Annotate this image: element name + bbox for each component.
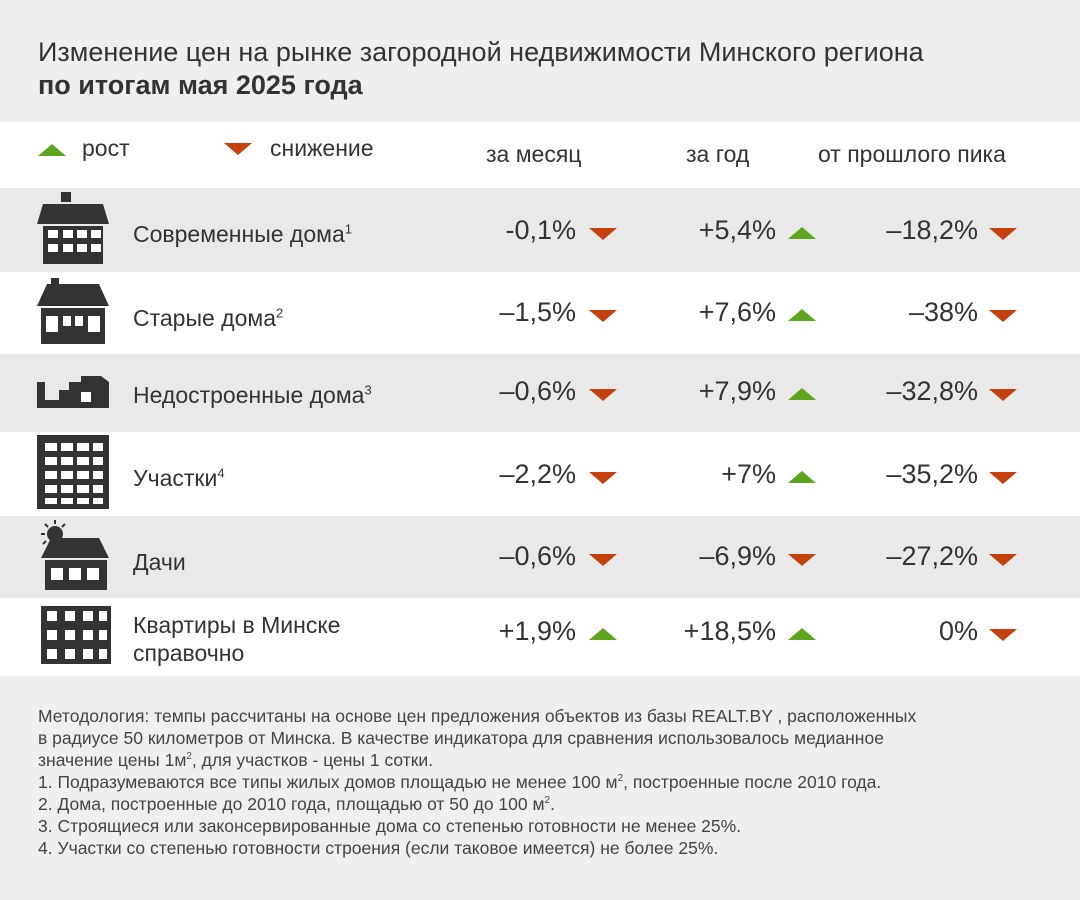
title: Изменение цен на рынке загородной недвиж…: [38, 36, 924, 102]
value-month: +1,9%: [498, 616, 576, 646]
table-header: [0, 122, 1080, 188]
arrow-down-icon: [989, 472, 1017, 484]
apartment-building-icon: [41, 606, 111, 664]
unfinished-house-icon: [37, 376, 109, 408]
row-label: Старые дома2: [133, 305, 284, 331]
arrow-down-icon: [989, 389, 1017, 401]
methodology-line-1: Методология: темпы рассчитаны на основе …: [38, 706, 917, 726]
column-month: за месяц: [486, 141, 582, 167]
title-line-1: Изменение цен на рынке загородной недвиж…: [38, 37, 924, 67]
legend-down-label: снижение: [270, 135, 374, 161]
arrow-up-icon: [788, 309, 816, 321]
value-peak: –38%: [908, 297, 978, 327]
arrow-down-icon: [589, 554, 617, 566]
arrow-down-icon: [589, 472, 617, 484]
row-label: Участки4: [133, 465, 225, 491]
footnote-4: 4. Участки со степенью готовности строен…: [38, 838, 719, 858]
arrow-down-icon: [589, 310, 617, 322]
value-month: –1,5%: [499, 297, 576, 327]
value-peak: –35,2%: [886, 459, 978, 489]
arrow-down-icon: [589, 228, 617, 240]
arrow-down-icon: [989, 228, 1017, 240]
value-peak: –32,8%: [886, 376, 978, 406]
arrow-down-icon: [989, 629, 1017, 641]
arrow-down-icon: [788, 554, 816, 566]
value-peak: 0%: [938, 616, 978, 646]
value-year: +7%: [721, 459, 776, 489]
methodology-line-2: в радиусе 50 километров от Минска. В кач…: [38, 728, 884, 748]
modern-house-icon: [37, 192, 109, 264]
legend-up-icon: [38, 144, 66, 156]
value-year: +7,6%: [698, 297, 776, 327]
row-label: Недостроенные дома3: [133, 382, 372, 408]
value-month: –0,6%: [499, 376, 576, 406]
table-row: Участки4: [0, 432, 1080, 516]
title-line-2: по итогам мая 2025 года: [38, 70, 363, 100]
legend-down-icon: [224, 143, 252, 155]
value-year: +18,5%: [683, 616, 776, 646]
value-peak: –27,2%: [886, 541, 978, 571]
value-month: –0,6%: [499, 541, 576, 571]
footnote-1: 1. Подразумеваются все типы жилых домов …: [38, 772, 882, 792]
table-row: Квартиры в Минске справочно: [0, 598, 1080, 676]
notes: Методология: темпы рассчитаны на основе …: [38, 705, 1048, 859]
column-peak: от прошлого пика: [818, 141, 1006, 167]
arrow-up-icon: [788, 471, 816, 483]
arrow-up-icon: [788, 628, 816, 640]
row-label: Дачи: [133, 549, 186, 575]
row-label: Квартиры в Минске справочно: [133, 612, 341, 666]
value-year: +7,9%: [698, 376, 776, 406]
old-house-icon: [37, 278, 109, 344]
legend-up-label: рост: [82, 135, 130, 161]
footnote-3: 3. Строящиеся или законсервированные дом…: [38, 816, 742, 836]
value-year: –6,9%: [699, 541, 776, 571]
value-peak: –18,2%: [886, 215, 978, 245]
table-row: Дачи: [0, 516, 1080, 598]
arrow-down-icon: [989, 310, 1017, 322]
table-row: Недостроенные дома3: [0, 354, 1080, 432]
column-year: за год: [686, 141, 750, 167]
arrow-down-icon: [989, 554, 1017, 566]
arrow-up-icon: [589, 628, 617, 640]
land-plot-icon: [37, 435, 109, 509]
value-year: +5,4%: [698, 215, 776, 245]
arrow-up-icon: [788, 227, 816, 239]
table-row: Современные дома1: [0, 188, 1080, 272]
dacha-icon: [41, 520, 109, 590]
arrow-up-icon: [788, 388, 816, 400]
row-label: Современные дома1: [133, 221, 352, 247]
footnote-2: 2. Дома, построенные до 2010 года, площа…: [38, 794, 555, 814]
methodology-line-3: значение цены 1м2, для участков - цены 1…: [38, 750, 434, 770]
arrow-down-icon: [589, 389, 617, 401]
value-month: -0,1%: [505, 215, 576, 245]
table-row: Старые дома2: [0, 272, 1080, 354]
value-month: –2,2%: [499, 459, 576, 489]
